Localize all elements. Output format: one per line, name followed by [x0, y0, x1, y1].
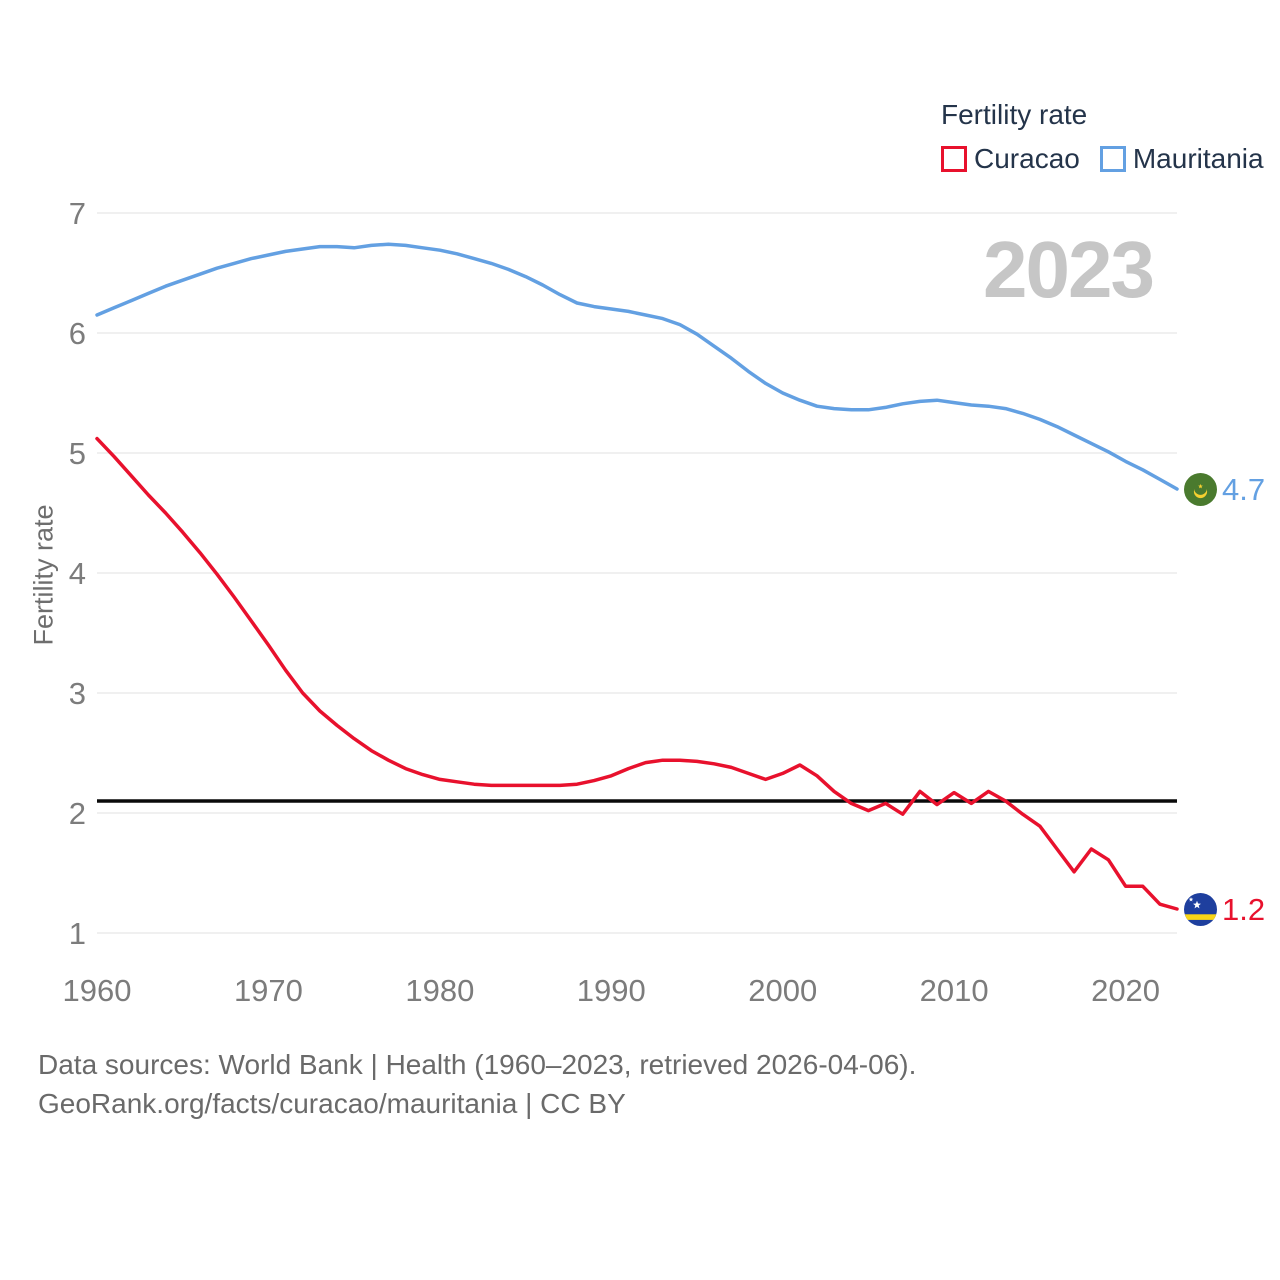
y-tick-label-6: 6	[69, 316, 86, 351]
legend: Fertility rate Curacao Mauritania	[941, 100, 1264, 175]
x-tick-label-2010: 2010	[920, 973, 989, 1008]
x-tick-label-1990: 1990	[577, 973, 646, 1008]
legend-title: Fertility rate	[941, 99, 1088, 130]
legend-items: Curacao Mauritania	[941, 143, 1264, 175]
end-label-mauritania: 4.7	[1184, 471, 1266, 507]
curacao-swatch-icon	[941, 146, 967, 172]
curacao-flag-icon	[1184, 892, 1217, 926]
legend-label-mauritania: Mauritania	[1132, 143, 1264, 174]
series-line-curacao[interactable]	[95, 436, 1179, 911]
x-tick-label-2000: 2000	[748, 973, 817, 1008]
x-tick-label-1970: 1970	[234, 973, 303, 1008]
y-tick-label-2: 2	[69, 796, 86, 831]
mauritania-end-value: 4.7	[1222, 471, 1266, 507]
legend-item-mauritania[interactable]: Mauritania	[1099, 143, 1264, 175]
y-tick-label-4: 4	[69, 556, 86, 591]
y-axis-title: Fertility rate	[28, 504, 59, 646]
curacao-end-value: 1.2	[1222, 891, 1266, 927]
y-tick-label-5: 5	[69, 436, 86, 471]
y-tick-label-1: 1	[69, 916, 86, 951]
mauritania-swatch-icon	[1099, 146, 1126, 172]
mauritania-flag-icon	[1184, 472, 1217, 506]
legend-item-curacao[interactable]: Curacao	[941, 143, 1080, 175]
watermark-year: 2023	[983, 225, 1155, 314]
x-tick-label-1960: 1960	[63, 973, 132, 1008]
x-tick-label-1980: 1980	[405, 973, 474, 1008]
end-label-curacao: 1.2	[1184, 891, 1266, 927]
source-note: Data sources: World Bank | Health (1960–…	[38, 1046, 916, 1123]
y-tick-label-3: 3	[69, 676, 86, 711]
source-line-2: GeoRank.org/facts/curacao/mauritania | C…	[38, 1087, 626, 1119]
legend-label-curacao: Curacao	[974, 143, 1080, 174]
source-line-1: Data sources: World Bank | Health (1960–…	[38, 1049, 917, 1080]
series-line-mauritania[interactable]	[95, 242, 1179, 491]
y-tick-label-7: 7	[69, 196, 86, 231]
x-tick-label-2020: 2020	[1091, 973, 1160, 1008]
